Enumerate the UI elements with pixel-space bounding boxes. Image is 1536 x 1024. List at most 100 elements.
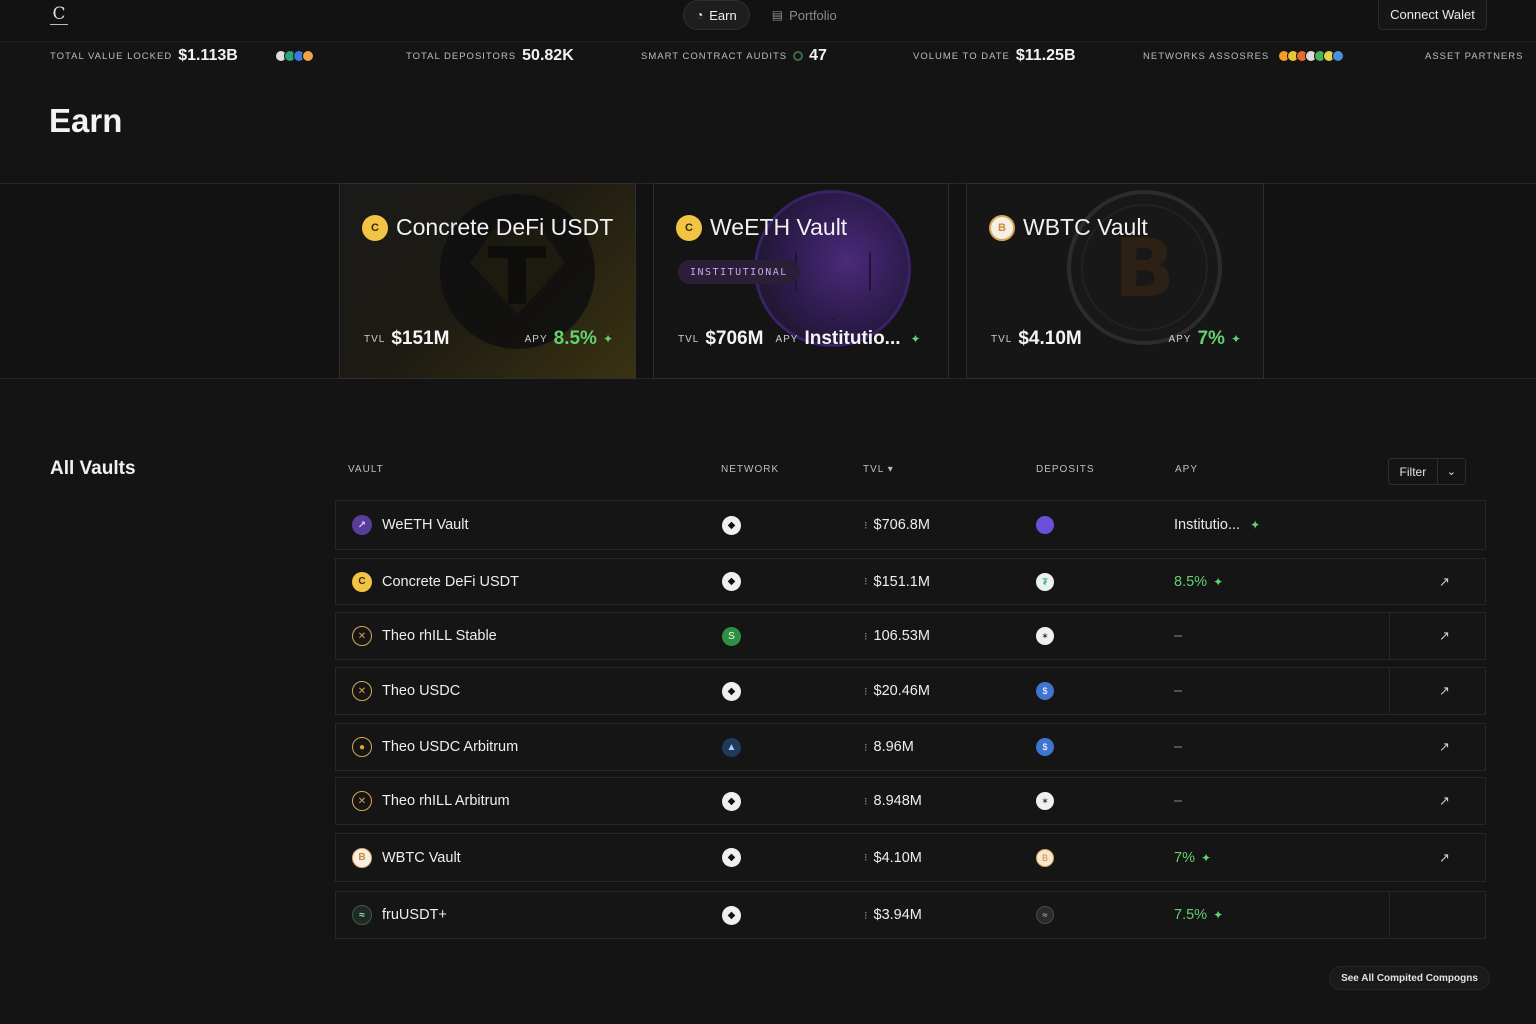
stat-label: Networks Assosres: [1143, 50, 1270, 62]
usdc-icon: $: [1036, 682, 1054, 700]
tvl-icon: ⁝: [864, 519, 868, 532]
portfolio-icon: ▤: [771, 8, 784, 22]
apy-cell: 8.5% ✦: [1174, 559, 1223, 604]
tvl-icon: ⁝: [864, 852, 868, 864]
featured-metrics: TVL $4.10M APY 7% ✦: [991, 324, 1241, 354]
vault-name: Theo rhILL Arbitrum: [382, 793, 510, 809]
featured-card-wbtc[interactable]: B B WBTC Vault TVL $4.10M APY 7% ✦: [966, 183, 1264, 379]
table-row[interactable]: ✕ Theo USDC ◆ ⁝ $20.46M $ – ↗: [335, 667, 1486, 715]
external-link-cell[interactable]: ↗: [1439, 668, 1450, 714]
external-link-cell[interactable]: ↗: [1439, 613, 1450, 659]
stats-bar: Total Value Locked $1.113B Total Deposit…: [0, 42, 1536, 70]
sparkle-icon: ✦: [1213, 908, 1224, 922]
external-link-icon[interactable]: ↗: [1439, 628, 1450, 643]
page-title: Earn: [49, 102, 123, 139]
vault-name: Theo USDC Arbitrum: [382, 739, 519, 755]
theo-arb-icon: ●: [352, 737, 372, 757]
earn-icon: ◔: [696, 8, 704, 22]
external-link-cell[interactable]: ↗: [1439, 724, 1450, 770]
stat-value: 50.82K: [522, 47, 574, 64]
vault-name-cell: ↗ WeETH Vault: [352, 501, 469, 549]
external-link-cell[interactable]: ↗: [1439, 778, 1450, 824]
tab-portfolio-label: Portfolio: [789, 7, 837, 23]
vault-name-cell: ✕ Theo USDC: [352, 668, 460, 714]
col-vault: Vault: [348, 464, 384, 475]
external-link-icon[interactable]: ↗: [1439, 683, 1450, 698]
featured-card-weeth[interactable]: C WeETH Vault INSTITUTIONAL TVL $706M AP…: [653, 183, 949, 379]
tvl-label: TVL: [364, 333, 386, 345]
col-tvl-sort[interactable]: TVL ▾: [863, 464, 894, 475]
apy-value: Institutio...: [804, 328, 901, 349]
col-network: Network: [721, 464, 780, 475]
tvl-value: $706.8M: [873, 517, 930, 533]
featured-title: B WBTC Vault: [989, 214, 1148, 241]
sparkle-icon: ✦: [910, 332, 921, 346]
concrete-coin-icon: C: [676, 214, 702, 241]
see-all-campaigns-button[interactable]: See All Compited Compogns: [1329, 966, 1490, 990]
bitcoin-watermark-icon: B: [1067, 190, 1222, 345]
vault-name-cell: ● Theo USDC Arbitrum: [352, 724, 518, 770]
stat-tvl: Total Value Locked $1.113B: [50, 42, 314, 70]
apy-cell: 7.5% ✦: [1174, 892, 1223, 938]
connect-wallet-button[interactable]: Connect Walet: [1378, 0, 1487, 30]
external-link-icon[interactable]: ↗: [1439, 739, 1450, 754]
external-link-icon[interactable]: ↗: [1439, 793, 1450, 808]
apy-value: –: [1174, 739, 1183, 755]
apy-cell: –: [1174, 724, 1182, 770]
tvl-value: 8.948M: [873, 793, 922, 809]
table-row[interactable]: ● Theo USDC Arbitrum ▲ ⁝ 8.96M $ – ↗: [335, 723, 1486, 771]
vault-name-cell: ✕ Theo rhILL Stable: [352, 613, 497, 659]
tvl-cell: ⁝ $4.10M: [864, 834, 922, 881]
table-row[interactable]: ≈ fruUSDT+ ◆ ⁝ $3.94M ≈ 7.5% ✦: [335, 891, 1486, 939]
vault-name: Concrete DeFi USDT: [382, 573, 519, 590]
table-row[interactable]: ↗ WeETH Vault ◆ ⁝ $706.8M Institutio... ✦: [335, 500, 1486, 550]
stat-partners: Asset Partners: [1425, 42, 1536, 70]
deposits-cell: ≈: [1036, 892, 1054, 938]
stat-networks: Networks Assosres: [1143, 42, 1345, 70]
table-row[interactable]: C Concrete DeFi USDT ◆ ⁝ $151.1M ₮ 8.5% ✦ …: [335, 558, 1486, 605]
featured-title: C WeETH Vault: [676, 214, 847, 241]
featured-card-concrete-usdt[interactable]: C Concrete DeFi USDT TVL $151M APY 8.5% …: [339, 183, 636, 379]
tvl-cell: ⁝ $151.1M: [864, 559, 930, 604]
external-link-cell[interactable]: ↗: [1439, 834, 1450, 881]
theo-icon: ✕: [352, 791, 372, 811]
theo-icon: ✕: [352, 681, 372, 701]
nav-tabs: ◔ Earn ▤ Portfolio: [683, 0, 849, 30]
stat-label: Total Depositors: [406, 50, 517, 62]
ethereum-icon: ◆: [722, 572, 741, 591]
rhill-icon: ✶: [1036, 792, 1054, 810]
external-link-cell[interactable]: ↗: [1439, 559, 1450, 604]
apy-value: 8.5%: [1174, 573, 1208, 590]
table-row[interactable]: B WBTC Vault ◆ ⁝ $4.10M B 7% ✦ ↗: [335, 833, 1486, 882]
tvl-icon: ⁝: [864, 741, 868, 754]
chevron-down-icon[interactable]: ⌄: [1446, 466, 1456, 478]
tvl-cell: ⁝ $3.94M: [864, 892, 922, 938]
external-link-icon[interactable]: ↗: [1439, 573, 1450, 589]
apy-cell: –: [1174, 778, 1182, 824]
tab-earn-label: Earn: [709, 7, 737, 23]
deposits-cell: ✶: [1036, 613, 1054, 659]
bitcoin-icon: B: [352, 847, 372, 868]
network-chips: [1278, 50, 1345, 62]
tvl-cell: ⁝ 8.96M: [864, 724, 914, 770]
filter-dropdown[interactable]: Filter ⌄: [1388, 458, 1466, 485]
apy-label: APY: [1168, 333, 1192, 345]
external-link-icon[interactable]: ↗: [1439, 849, 1450, 865]
apy-value: 7%: [1174, 849, 1195, 866]
weeth-deposit-icon: [1036, 516, 1054, 534]
tab-portfolio[interactable]: ▤ Portfolio: [760, 0, 849, 30]
tvl-value: 106.53M: [873, 628, 930, 644]
tvl-value: $3.94M: [873, 907, 922, 923]
filter-label[interactable]: Filter: [1389, 459, 1438, 484]
concrete-logo[interactable]: C: [50, 5, 68, 25]
tvl-value: $4.10M: [1018, 328, 1082, 349]
row-divider: [1389, 668, 1390, 714]
sparkle-icon: ✦: [1200, 850, 1212, 865]
deposits-cell: ✶: [1036, 778, 1054, 824]
table-row[interactable]: ✕ Theo rhILL Arbitrum ◆ ⁝ 8.948M ✶ – ↗: [335, 777, 1486, 825]
apy-value: 7%: [1197, 328, 1225, 349]
tab-earn[interactable]: ◔ Earn: [683, 0, 750, 30]
stat-depositors: Total Depositors 50.82K: [406, 42, 574, 70]
table-row[interactable]: ✕ Theo rhILL Stable S ⁝ 106.53M ✶ – ↗: [335, 612, 1486, 660]
tvl-icon: ⁝: [864, 795, 868, 808]
